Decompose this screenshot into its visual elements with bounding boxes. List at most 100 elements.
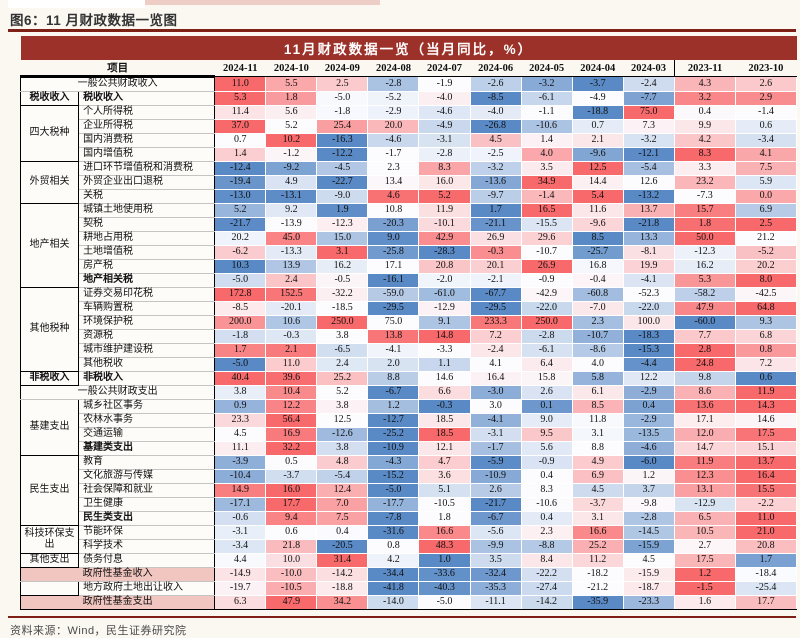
value-cell: 14.6 — [734, 413, 798, 428]
value-cell: -7.8 — [367, 511, 420, 526]
value-cell: -1.7 — [469, 441, 522, 456]
table-row: 企业所得税 37.0 5.2 25.4 20.0 -4.9 -26.8 -10.6 0.7 7.3… — [21, 119, 798, 134]
value-cell: 16.4 — [469, 371, 522, 386]
value-cell: 26.9 — [469, 231, 522, 246]
value-cell: -18.7 — [622, 581, 675, 596]
table-row: 其他税收 -5.0 11.0 2.4 2.0 1.1 4.1 6.4 4.0 -4.4 24.8 7.… — [21, 357, 798, 372]
table-row: 环境保护税 200.0 10.6 250.0 75.0 9.1 233.3 250.0 2.3 1… — [21, 315, 798, 330]
value-cell: -29.5 — [367, 301, 420, 316]
value-cell: 3.2 — [673, 91, 736, 106]
value-cell: 2.3 — [367, 161, 420, 176]
value-cell: 3.8 — [316, 329, 369, 344]
value-cell: 11.9 — [673, 455, 736, 470]
value-cell: 4.1 — [469, 357, 522, 372]
value-cell: 3.8 — [214, 385, 267, 400]
row-label: 教育 — [78, 455, 216, 470]
value-cell: -42.9 — [520, 287, 573, 302]
value-cell: -10.7 — [520, 245, 573, 260]
value-cell: -6.1 — [520, 91, 573, 106]
value-cell: 4.9 — [265, 175, 318, 190]
row-label: 城乡社区事务 — [78, 399, 216, 414]
table-row: 非税收入 非税收入 40.4 39.6 25.2 8.8 14.6 16.4 15.8 5.8 12… — [19, 371, 798, 386]
value-cell: -0.9 — [520, 455, 573, 470]
value-cell: 0.8 — [367, 539, 420, 554]
value-cell: -8.8 — [520, 539, 573, 554]
value-cell: -15.3 — [622, 343, 675, 358]
value-cell: -17.7 — [367, 497, 420, 512]
value-cell: -17.1 — [214, 497, 267, 512]
value-cell: 25.4 — [316, 119, 369, 134]
value-cell: 11.0 — [214, 76, 267, 92]
value-cell: -2.2 — [734, 497, 798, 512]
value-cell: 12.5 — [571, 161, 624, 176]
value-cell: 17.5 — [734, 427, 798, 442]
value-cell: 6.9 — [734, 203, 798, 218]
value-cell: 13.7 — [622, 203, 675, 218]
value-cell: -4.9 — [418, 119, 471, 134]
value-cell: 2.9 — [734, 91, 798, 106]
value-cell: 8.4 — [520, 553, 573, 568]
value-cell: 17.7 — [265, 497, 318, 512]
value-cell: 233.3 — [469, 315, 522, 330]
value-cell: -4.5 — [316, 161, 369, 176]
value-cell: 14.9 — [214, 483, 267, 498]
row-label: 契税 — [78, 217, 216, 232]
value-cell: -1.4 — [520, 189, 573, 204]
value-cell: 7.5 — [734, 161, 798, 176]
value-cell: -18.8 — [316, 581, 369, 596]
value-cell: 1.7 — [734, 553, 798, 568]
row-label: 政府性基金支出 — [19, 595, 216, 610]
value-cell: 2.6 — [734, 76, 798, 92]
value-cell: -3.1 — [214, 525, 267, 540]
column-header-2024-06: 2024-06 — [470, 60, 522, 77]
table-row: 关税 -13.0 -13.1 -9.0 4.6 5.2 -9.7 -1.4 5.4 -13.2 -7… — [21, 189, 798, 204]
value-cell: -5.6 — [469, 525, 522, 540]
value-cell: 7.2 — [734, 357, 798, 372]
value-cell: 3.5 — [469, 553, 522, 568]
value-cell: -3.4 — [214, 539, 267, 554]
value-cell: -20.3 — [367, 217, 420, 232]
value-cell: -2.8 — [622, 511, 675, 526]
column-header-2024-09: 2024-09 — [316, 60, 368, 77]
value-cell: 4.6 — [367, 189, 420, 204]
value-cell: 20.0 — [367, 119, 420, 134]
value-cell: 16.0 — [265, 483, 318, 498]
value-cell: 1.8 — [265, 91, 318, 106]
value-cell: -6.1 — [520, 343, 573, 358]
value-cell: 9.1 — [418, 315, 471, 330]
group-label: 非税收入 — [19, 371, 80, 386]
value-cell: -4.4 — [622, 357, 675, 372]
value-cell: -5.0 — [418, 595, 471, 610]
value-cell: -34.4 — [367, 567, 420, 582]
value-cell: 20.2 — [214, 231, 267, 246]
value-cell: 0.7 — [571, 119, 624, 134]
value-cell: 10.3 — [214, 259, 267, 274]
value-cell: 25.2 — [316, 371, 369, 386]
group-label: 四大税种 — [19, 105, 80, 162]
table-row: 民生支出 教育 -3.9 0.5 4.8 -4.3 4.7 -5.9 -0.9 4.9 -6.0 11… — [19, 455, 798, 526]
value-cell: 1.7 — [469, 203, 522, 218]
value-cell: -1.2 — [265, 147, 318, 162]
value-cell: 12.6 — [622, 175, 675, 190]
value-cell: 15.8 — [520, 371, 573, 386]
value-cell: -19.4 — [214, 175, 267, 190]
value-cell: 15.7 — [673, 203, 736, 218]
value-cell: 6.9 — [571, 469, 624, 484]
value-cell: 1.4 — [214, 147, 267, 162]
value-cell: 10.5 — [673, 525, 736, 540]
value-cell: 10.4 — [265, 385, 318, 400]
value-cell: 3.5 — [520, 161, 573, 176]
value-cell: 1.2 — [367, 399, 420, 414]
value-cell: 9.0 — [520, 413, 573, 428]
row-label: 一般公共财政收入 — [19, 76, 216, 92]
row-label: 税收收入 — [78, 91, 216, 106]
value-cell: -35.9 — [571, 595, 624, 610]
table-row: 一般公共财政支出 3.8 10.4 5.2 -6.7 6.6 -3.0 2.6 6.1 -2.9 8… — [19, 385, 798, 400]
value-cell: 34.2 — [316, 595, 369, 610]
value-cell: 5.6 — [520, 441, 573, 456]
value-cell: 18.5 — [418, 413, 471, 428]
value-cell: -10.1 — [418, 217, 471, 232]
row-label: 农林水事务 — [78, 413, 216, 428]
value-cell: 14.8 — [418, 329, 471, 344]
